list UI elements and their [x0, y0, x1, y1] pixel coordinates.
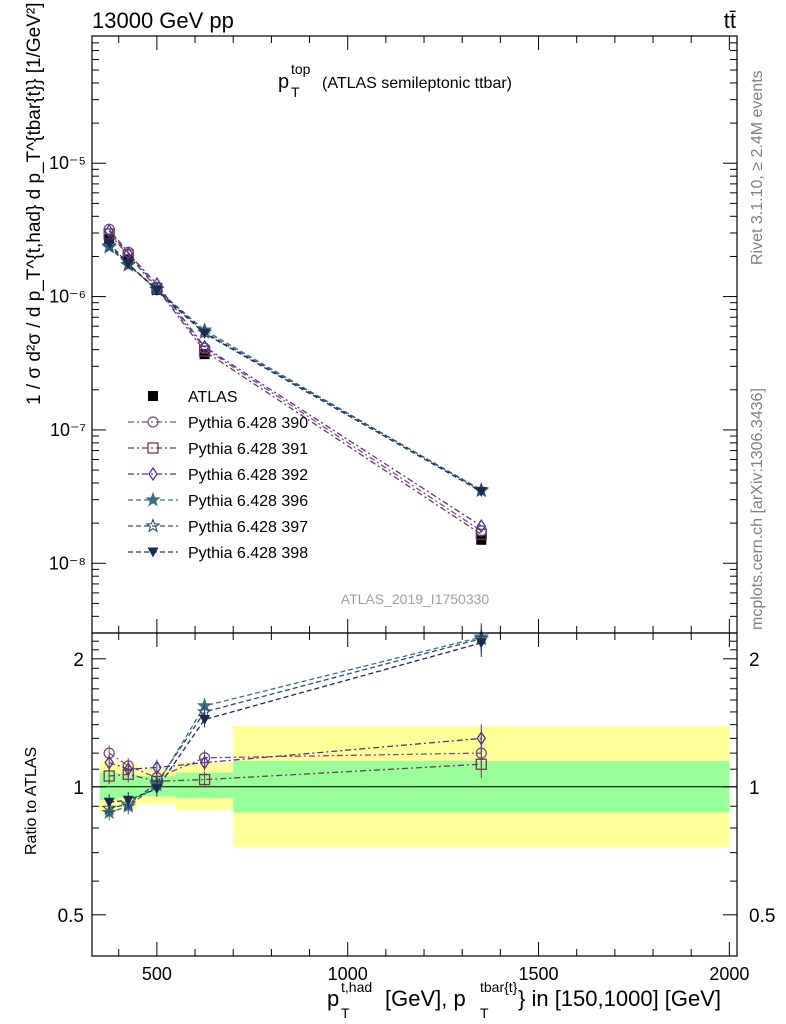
- data-point-ATLAS: [199, 349, 210, 360]
- ratio-point-s392: [104, 755, 114, 770]
- data-point-s398: [199, 328, 211, 339]
- ratio-point-s391: [103, 770, 115, 782]
- legend-entry-s397: Pythia 6.428 397: [128, 517, 308, 536]
- legend-label: Pythia 6.428 396: [188, 493, 308, 510]
- x-tick-label: 500: [142, 964, 172, 984]
- ratio-plot-frame: [91, 632, 738, 957]
- ratio-point-s398: [122, 795, 134, 806]
- legend-label: Pythia 6.428 397: [188, 519, 308, 536]
- y-tick-label: 10⁻⁸: [49, 553, 86, 573]
- process-label: tt̄: [724, 8, 736, 33]
- svg-text:p: p: [327, 986, 339, 1011]
- legend-entry-s396: Pythia 6.428 396: [128, 491, 308, 510]
- legend-label: Pythia 6.428 390: [188, 415, 308, 432]
- ratio-y-tick-label: 0.5: [58, 906, 84, 927]
- x-tick-label: 1500: [519, 964, 559, 984]
- data-point-s392: [476, 518, 487, 534]
- ratio-y-axis-label: Ratio to ATLAS: [23, 747, 40, 855]
- x-tick-label: 1000: [328, 964, 368, 984]
- main-y-axis-label: 1 / σ d²σ / d p_T^{t,had} d p_T^{tbar{t}…: [24, 2, 45, 405]
- legend-label: Pythia 6.428 398: [188, 545, 308, 562]
- data-point-s398: [122, 259, 134, 270]
- analysis-id-label: ATLAS_2019_I1750330: [341, 591, 490, 607]
- legend-marker: [147, 442, 159, 454]
- ratio-point-s391: [475, 758, 487, 770]
- ratio-point-s398: [151, 784, 163, 795]
- legend: ATLAS Pythia 6.428 390 Pythia 6.428 391 Pyt…: [128, 389, 308, 562]
- ratio-point-s391: [198, 773, 211, 786]
- x-axis-label: p t,had T [GeV], p tbar{t} T } in [150,1…: [327, 979, 721, 1021]
- data-point-s392: [104, 223, 114, 239]
- ratio-point-s398: [475, 638, 487, 649]
- uncertainty-band-inner: [118, 774, 138, 799]
- main-plot-panel: 10⁻⁸ 10⁻⁷ 10⁻⁶ 10⁻⁵: [49, 35, 738, 634]
- legend-entry-s398: Pythia 6.428 398: [128, 545, 308, 562]
- legend-marker: [147, 547, 159, 558]
- main-plot-frame: [91, 35, 738, 634]
- data-point-s392: [199, 339, 210, 354]
- ratio-y-tick-label-right: 1: [749, 778, 760, 799]
- y-tick-label: 10⁻⁶: [49, 287, 86, 307]
- data-point-s398: [151, 286, 163, 297]
- svg-text:tbar{t}: tbar{t}: [480, 979, 518, 995]
- series-s390: [103, 223, 487, 537]
- ratio-line-s390: [108, 752, 482, 779]
- mcplots-label: mcplots.cern.ch [arXiv:1306.3436]: [749, 388, 766, 630]
- svg-text:t,had: t,had: [341, 979, 372, 995]
- legend-entry-s391: Pythia 6.428 391: [128, 441, 308, 458]
- legend-marker: [147, 416, 159, 428]
- ratio-point-s397: [101, 800, 117, 815]
- ratio-point-s392: [152, 760, 162, 775]
- ratio-y-tick-label-right: 2: [749, 650, 760, 671]
- legend-marker: [148, 391, 158, 401]
- svg-text:T: T: [480, 1005, 489, 1021]
- ratio-line-s397: [109, 638, 482, 809]
- legend-marker: [148, 466, 158, 482]
- x-tick-label: 2000: [709, 964, 749, 984]
- legend-marker: [145, 491, 161, 507]
- data-point-s391: [475, 528, 487, 540]
- ratio-point-s398: [199, 714, 211, 725]
- ratio-series-s392: [104, 724, 487, 778]
- rivet-version-label: Rivet 3.1.10, ≥ 2.4M events: [749, 70, 766, 265]
- series-s392: [104, 223, 487, 534]
- svg-text:(ATLAS semileptonic ttbar): (ATLAS semileptonic ttbar): [322, 75, 512, 92]
- legend-entry-s390: Pythia 6.428 390: [128, 415, 308, 432]
- legend-entry-s392: Pythia 6.428 392: [128, 466, 308, 484]
- collision-label: 13000 GeV pp: [92, 8, 234, 33]
- legend-label: Pythia 6.428 391: [188, 441, 308, 458]
- svg-text:T: T: [341, 1005, 350, 1021]
- ratio-line-s396: [108, 636, 482, 814]
- plot-title: p top T (ATLAS semileptonic ttbar): [278, 61, 512, 100]
- legend-entry-ATLAS: ATLAS: [148, 389, 238, 406]
- series-line-s390: [108, 228, 482, 532]
- ratio-plot-panel: 500 1000 1500 2000 0.5 0.5 1 1 2 2: [58, 623, 775, 984]
- svg-text:T: T: [291, 84, 300, 100]
- ratio-point-s392: [199, 755, 210, 770]
- data-point-s398: [103, 239, 115, 250]
- legend-marker: [145, 517, 161, 533]
- data-point-s398: [475, 487, 487, 498]
- y-tick-label: 10⁻⁷: [50, 420, 86, 440]
- ratio-y-tick-label: 1: [73, 778, 84, 799]
- svg-text:} in [150,1000] [GeV]: } in [150,1000] [GeV]: [518, 986, 721, 1011]
- series-s398: [103, 239, 487, 498]
- ratio-point-s398: [103, 797, 115, 808]
- legend-label: Pythia 6.428 392: [188, 467, 308, 484]
- ratio-y-tick-label: 2: [73, 650, 84, 671]
- y-tick-label: 10⁻⁵: [49, 153, 86, 173]
- ratio-point-s392: [123, 762, 134, 777]
- svg-text:top: top: [291, 61, 311, 77]
- svg-text:[GeV], p: [GeV], p: [385, 986, 466, 1011]
- ratio-point-s392: [476, 731, 487, 746]
- ratio-y-tick-label-right: 0.5: [749, 906, 775, 927]
- svg-text:p: p: [278, 71, 289, 93]
- legend-label: ATLAS: [188, 389, 238, 406]
